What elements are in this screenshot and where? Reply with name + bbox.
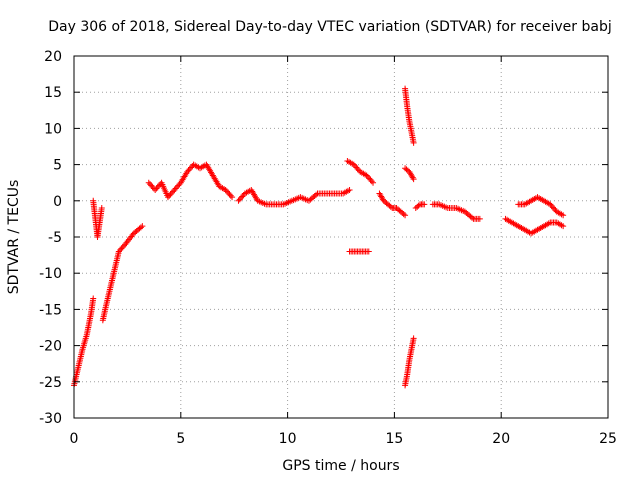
data-point bbox=[409, 174, 416, 181]
y-tick-label: -10 bbox=[39, 266, 62, 282]
data-point bbox=[147, 181, 154, 188]
data-point bbox=[415, 202, 422, 209]
data-point bbox=[139, 223, 146, 230]
data-point bbox=[352, 163, 359, 170]
data-point bbox=[239, 193, 246, 200]
data-point bbox=[368, 178, 375, 185]
data-point bbox=[115, 248, 122, 255]
data-point bbox=[156, 182, 163, 189]
data-point bbox=[188, 164, 195, 171]
x-tick-label: 20 bbox=[492, 431, 510, 447]
data-point bbox=[560, 212, 567, 219]
data-point bbox=[235, 197, 242, 204]
data-point bbox=[346, 186, 353, 193]
data-point bbox=[225, 189, 232, 196]
data-point bbox=[170, 188, 177, 195]
data-point bbox=[402, 212, 409, 219]
tick-layer: 0 5 10 15 20 25 -30 -25 -20 -15 -10 -5 0 5 10 15 20 bbox=[39, 49, 617, 447]
data-point bbox=[227, 192, 234, 199]
x-tick-label: 5 bbox=[176, 431, 185, 447]
data-point bbox=[117, 247, 124, 254]
data-point bbox=[410, 139, 417, 146]
data-point bbox=[353, 164, 360, 171]
data-point bbox=[476, 215, 483, 222]
y-tick-label: -15 bbox=[39, 302, 62, 318]
y-tick-label: -20 bbox=[39, 339, 62, 355]
data-point bbox=[226, 191, 233, 198]
data-point bbox=[90, 295, 97, 302]
y-tick-label: -25 bbox=[39, 375, 62, 391]
data-point bbox=[118, 245, 125, 252]
data-point bbox=[551, 205, 558, 212]
data-point bbox=[421, 201, 428, 208]
data-point bbox=[548, 202, 555, 209]
data-point bbox=[222, 186, 229, 193]
x-tick-label: 10 bbox=[279, 431, 297, 447]
data-point bbox=[172, 185, 179, 192]
data-point bbox=[313, 191, 320, 198]
data-point bbox=[98, 205, 105, 212]
data-point bbox=[410, 176, 417, 183]
x-axis-label: GPS time / hours bbox=[282, 458, 399, 474]
data-point bbox=[168, 189, 175, 196]
data-point bbox=[370, 179, 377, 186]
data-point bbox=[560, 223, 567, 230]
data-marks bbox=[71, 85, 567, 389]
grid-layer bbox=[74, 56, 608, 418]
data-point bbox=[173, 184, 180, 191]
y-axis-label: SDTVAR / TECUs bbox=[6, 180, 22, 295]
data-point bbox=[410, 335, 417, 342]
data-point bbox=[236, 196, 243, 203]
data-point bbox=[547, 201, 554, 208]
data-point bbox=[367, 176, 374, 183]
data-point bbox=[387, 203, 394, 210]
y-tick-label: 20 bbox=[44, 49, 62, 65]
data-point bbox=[364, 173, 371, 180]
y-tick-label: -5 bbox=[48, 230, 62, 246]
data-point bbox=[363, 172, 370, 179]
data-point bbox=[153, 185, 160, 192]
data-point bbox=[175, 182, 182, 189]
data-point bbox=[223, 188, 230, 195]
data-point bbox=[185, 167, 192, 174]
data-point bbox=[400, 211, 407, 218]
data-point bbox=[186, 165, 193, 172]
data-point bbox=[167, 191, 174, 198]
x-tick-label: 25 bbox=[599, 431, 617, 447]
y-tick-label: 5 bbox=[53, 158, 62, 174]
y-tick-label: -30 bbox=[39, 411, 62, 427]
data-point bbox=[166, 192, 173, 199]
x-tick-label: 0 bbox=[70, 431, 79, 447]
data-point bbox=[354, 165, 361, 172]
data-point bbox=[238, 194, 245, 201]
data-point bbox=[148, 182, 155, 189]
data-point bbox=[119, 244, 126, 251]
data-point bbox=[154, 184, 161, 191]
chart-title: Day 306 of 2018, Sidereal Day-to-day VTE… bbox=[48, 19, 611, 35]
data-point bbox=[549, 204, 556, 211]
data-point bbox=[469, 214, 476, 221]
y-tick-label: 10 bbox=[44, 121, 62, 137]
x-tick-label: 15 bbox=[385, 431, 403, 447]
data-point bbox=[184, 168, 191, 175]
data-point bbox=[120, 242, 127, 249]
data-point bbox=[350, 161, 357, 168]
data-point bbox=[149, 184, 156, 191]
data-point bbox=[365, 248, 372, 255]
y-tick-label: 15 bbox=[44, 85, 62, 101]
data-point bbox=[366, 175, 373, 182]
data-point bbox=[137, 224, 144, 231]
y-tick-label: 0 bbox=[53, 194, 62, 210]
data-point bbox=[164, 194, 171, 201]
data-point bbox=[152, 186, 159, 193]
data-point bbox=[171, 186, 178, 193]
data-point bbox=[145, 179, 152, 186]
data-point bbox=[229, 194, 236, 201]
